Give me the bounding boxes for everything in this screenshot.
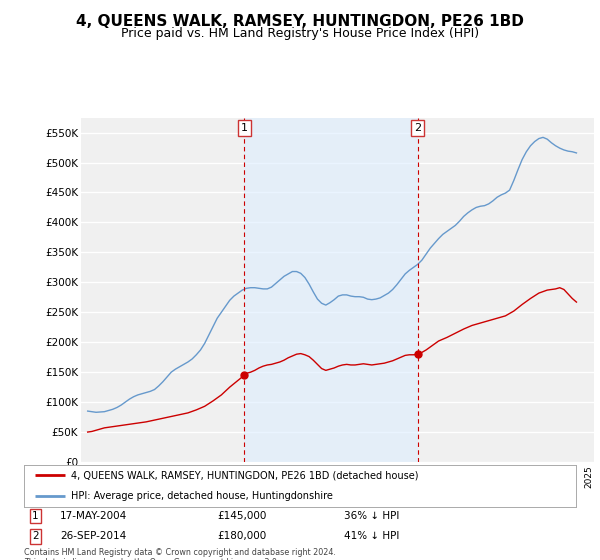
Text: 1: 1 <box>241 123 248 133</box>
Bar <box>244 118 418 462</box>
Text: £180,000: £180,000 <box>217 531 266 542</box>
Text: £145,000: £145,000 <box>217 511 266 521</box>
Text: 4, QUEENS WALK, RAMSEY, HUNTINGDON, PE26 1BD (detached house): 4, QUEENS WALK, RAMSEY, HUNTINGDON, PE26… <box>71 470 418 480</box>
Text: 4, QUEENS WALK, RAMSEY, HUNTINGDON, PE26 1BD: 4, QUEENS WALK, RAMSEY, HUNTINGDON, PE26… <box>76 14 524 29</box>
Text: 41% ↓ HPI: 41% ↓ HPI <box>344 531 400 542</box>
Text: 36% ↓ HPI: 36% ↓ HPI <box>344 511 400 521</box>
Text: 1: 1 <box>32 511 39 521</box>
Text: Contains HM Land Registry data © Crown copyright and database right 2024.
This d: Contains HM Land Registry data © Crown c… <box>24 548 336 560</box>
Text: HPI: Average price, detached house, Huntingdonshire: HPI: Average price, detached house, Hunt… <box>71 491 333 501</box>
Text: 2: 2 <box>32 531 39 542</box>
Text: 17-MAY-2004: 17-MAY-2004 <box>60 511 127 521</box>
Text: Price paid vs. HM Land Registry's House Price Index (HPI): Price paid vs. HM Land Registry's House … <box>121 27 479 40</box>
Text: 2: 2 <box>414 123 421 133</box>
Text: 26-SEP-2014: 26-SEP-2014 <box>60 531 126 542</box>
